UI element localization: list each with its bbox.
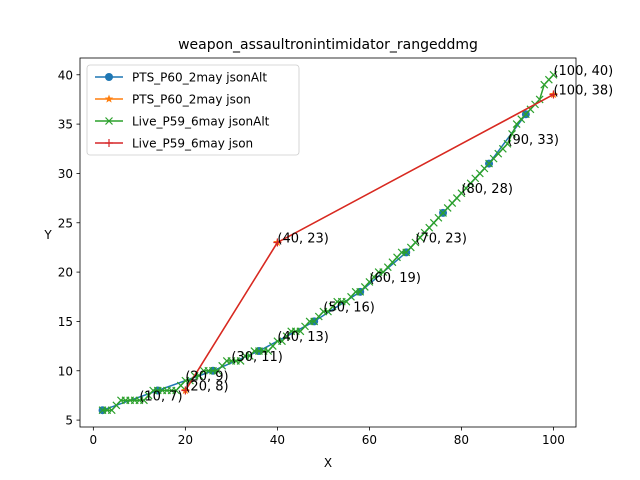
legend-box — [86, 64, 300, 156]
annotations: (10, 7)(20, 9)(20, 8)(30, 11) (40, 23) (40… — [139, 64, 613, 405]
data-point — [273, 238, 282, 247]
legend-item: PTS_P60_2may jsonAlt — [95, 71, 267, 85]
y-axis-title: Y — [43, 228, 52, 242]
data-label: (40, 23) — [277, 232, 329, 247]
legend-marker — [105, 139, 113, 147]
y-tick-label: 20 — [58, 266, 73, 280]
y-tick-label: 40 — [58, 68, 73, 82]
data-label: (100, 38) — [553, 84, 613, 99]
data-label: (90, 33) — [507, 133, 559, 148]
x-tick-label: 40 — [270, 433, 285, 447]
x-tick-label: 20 — [178, 433, 193, 447]
chart-title: weapon_assaultronintimidator_rangeddmg — [178, 37, 478, 53]
data-point — [503, 139, 512, 148]
y-tick-label: 35 — [58, 118, 73, 132]
legend-label: PTS_P60_2may jsonAlt — [132, 71, 267, 85]
series-2 — [98, 70, 558, 415]
y-tick-label: 30 — [58, 167, 73, 181]
data-label: (70, 23) — [415, 232, 467, 247]
data-label: (60, 19) — [369, 271, 421, 286]
series-0 — [98, 110, 530, 415]
data-label: (50, 16) — [323, 301, 375, 316]
y-tick-label: 15 — [58, 315, 73, 329]
x-tick-label: 0 — [90, 433, 98, 447]
legend-marker — [104, 94, 114, 103]
data-point — [549, 70, 558, 79]
legend-marker — [105, 117, 113, 125]
legend: PTS_P60_2may jsonAlt PTS_P60_2may json Liv… — [86, 64, 300, 156]
data-label: (100, 40) — [553, 64, 613, 79]
data-point — [181, 386, 190, 395]
data-point — [535, 95, 544, 104]
data-label: (30, 11) — [231, 350, 283, 365]
x-tick-label: 100 — [542, 433, 565, 447]
plot-area — [98, 70, 558, 415]
legend-label: PTS_P60_2may json — [132, 93, 251, 107]
data-label: (20, 9) — [185, 370, 228, 385]
series-3 — [181, 90, 558, 395]
data-label: (80, 28) — [461, 182, 512, 197]
axes: 0 20 40 60 80 100 5 10 15 20 25 30 35 40 — [58, 57, 577, 447]
legend-label: Live_P59_6may jsonAlt — [132, 115, 270, 129]
legend-item: Live_P59_6may jsonAlt — [95, 115, 270, 129]
legend-label: Live_P59_6may json — [132, 137, 253, 151]
x-tick-label: 60 — [362, 433, 377, 447]
data-label: (20, 8) — [185, 379, 228, 394]
series-line — [102, 113, 527, 411]
y-tick-label: 25 — [58, 216, 73, 230]
legend-item: PTS_P60_2may json — [95, 93, 251, 107]
y-tick-label: 5 — [65, 414, 73, 428]
legend-marker — [105, 73, 113, 81]
data-label: (40, 13) — [277, 330, 329, 345]
x-tick-label: 80 — [454, 433, 469, 447]
legend-item: Live_P59_6may json — [95, 137, 253, 151]
x-axis-title: X — [324, 456, 332, 470]
plot-frame — [79, 57, 577, 428]
data-point — [549, 90, 558, 99]
data-label: (10, 7) — [139, 389, 182, 404]
data-point — [508, 130, 516, 138]
y-tick-label: 10 — [58, 364, 73, 378]
